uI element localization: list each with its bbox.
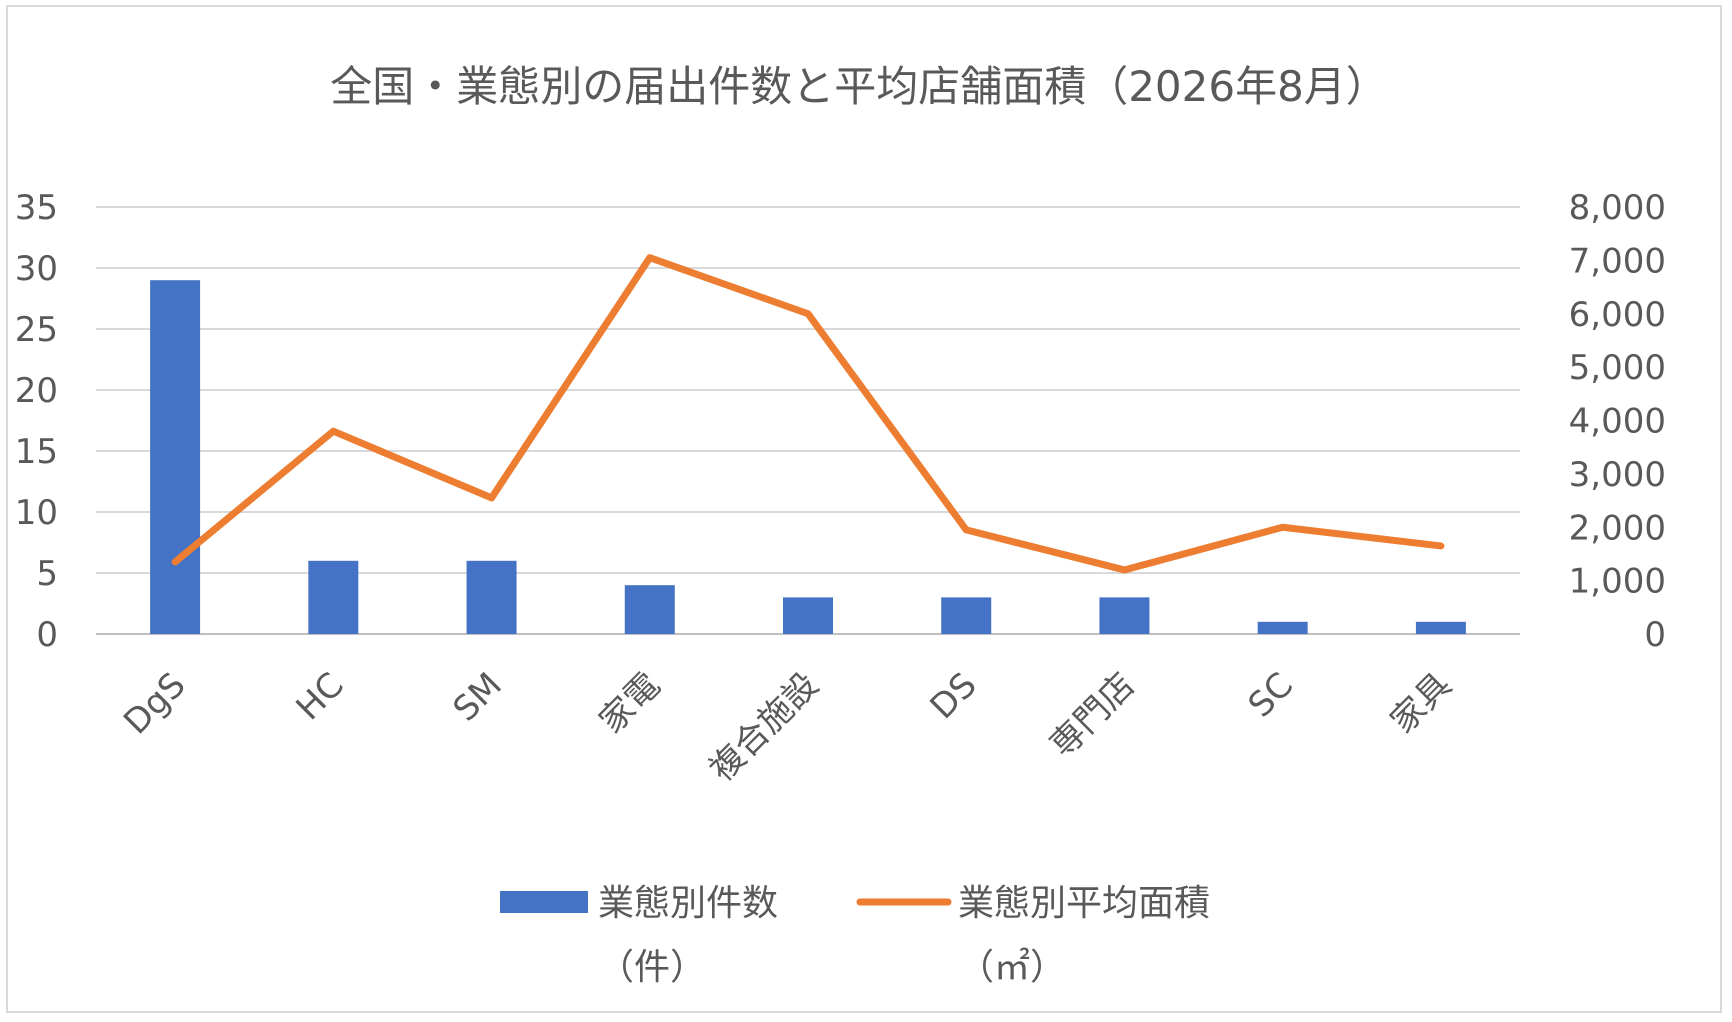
right-tick-label: 7,000 <box>1569 241 1666 281</box>
right-tick-label: 3,000 <box>1569 455 1666 495</box>
left-tick-label: 0 <box>36 615 58 655</box>
left-tick-label: 15 <box>15 432 58 472</box>
legend-swatch-bar <box>500 891 588 913</box>
legend-unit-bar: （件） <box>598 947 706 988</box>
right-tick-label: 0 <box>1644 615 1666 655</box>
left-tick-label: 30 <box>15 249 58 289</box>
right-tick-label: 1,000 <box>1569 562 1666 602</box>
bar <box>1415 621 1466 634</box>
bar <box>150 280 201 634</box>
bar <box>624 585 675 634</box>
left-tick-label: 10 <box>15 493 58 533</box>
right-tick-label: 5,000 <box>1569 348 1666 388</box>
chart-title: 全国・業態別の届出件数と平均店舗面積（2026年8月） <box>330 62 1388 111</box>
combo-chart: 全国・業態別の届出件数と平均店舗面積（2026年8月） 0 5 10 15 20 25 30… <box>15 62 1666 988</box>
bar <box>941 597 992 634</box>
right-tick-label: 4,000 <box>1569 402 1666 442</box>
legend-label-bar: 業態別件数 <box>598 883 778 924</box>
right-tick-label: 2,000 <box>1569 508 1666 548</box>
right-y-axis: 0 1,000 2,000 3,000 4,000 5,000 6,000 7,000 8,00… <box>1569 188 1666 655</box>
bar <box>308 560 359 634</box>
right-tick-label: 6,000 <box>1569 295 1666 335</box>
bar <box>466 560 517 634</box>
legend: 業態別件数 （件） 業態別平均面積 （㎡） <box>500 883 1210 988</box>
category-label: SC <box>1241 665 1301 725</box>
category-label: DgS <box>116 665 193 742</box>
bar <box>783 597 833 634</box>
category-label: 専門店 <box>1042 665 1142 765</box>
category-label: DS <box>923 665 985 727</box>
chart-frame: 全国・業態別の届出件数と平均店舗面積（2026年8月） 0 5 10 15 20 25 30… <box>6 5 1722 1013</box>
category-label: SM <box>446 665 510 729</box>
category-label: HC <box>289 665 352 728</box>
left-tick-label: 25 <box>15 310 58 350</box>
category-label: 家具 <box>1383 665 1459 741</box>
left-tick-label: 5 <box>36 554 58 594</box>
line-series <box>171 254 1445 574</box>
bar <box>1257 621 1308 634</box>
bar-series <box>150 280 1466 634</box>
legend-label-line: 業態別平均面積 <box>958 883 1210 924</box>
left-tick-label: 35 <box>15 188 58 228</box>
line-path <box>171 254 1445 574</box>
legend-unit-line: （㎡） <box>958 946 1066 988</box>
left-y-axis: 0 5 10 15 20 25 30 35 <box>15 188 58 655</box>
category-label: 複合施設 <box>702 665 826 789</box>
left-tick-label: 20 <box>15 371 58 411</box>
category-axis: DgS HC SM 家電 複合施設 DS 専門店 SC 家具 <box>116 665 1459 789</box>
bar <box>1099 597 1150 634</box>
category-label: 家電 <box>592 665 668 741</box>
right-tick-label: 8,000 <box>1569 188 1666 228</box>
